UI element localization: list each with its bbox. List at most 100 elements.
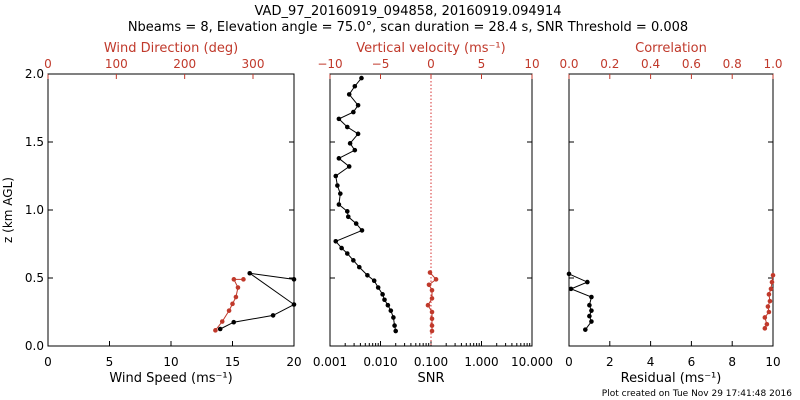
- snr-black-point: [351, 258, 356, 263]
- residual-black-point: [589, 294, 594, 300]
- figure-subtitle: Nbeams = 8, Elevation angle = 75.0°, sca…: [128, 20, 688, 35]
- wind-bottom-axis-label: Wind Speed (ms⁻¹): [109, 371, 232, 386]
- residual-top-tick-label: 0.4: [641, 57, 660, 71]
- residual-black-point: [589, 319, 594, 324]
- residual-top-tick-label: 1.0: [763, 57, 782, 71]
- snr-black-point: [336, 156, 342, 161]
- snr-red-series-line: [427, 272, 437, 332]
- residual-black-point: [585, 279, 590, 285]
- residual-bottom-tick-label: 8: [728, 355, 736, 369]
- wind-black-point: [231, 319, 237, 325]
- residual-red-series-line: [764, 275, 774, 329]
- residual-black-point: [568, 286, 574, 292]
- snr-black-point: [333, 173, 339, 179]
- snr-red-point: [429, 323, 435, 328]
- snr-red-point: [429, 296, 435, 301]
- wind-red-point: [226, 308, 232, 313]
- snr-black-point: [335, 183, 340, 188]
- wind-bottom-tick-label: 15: [225, 355, 240, 369]
- wind-bottom-tick-label: 20: [286, 355, 301, 369]
- wind-top-tick-label: 0: [44, 57, 52, 71]
- residual-top-tick-label: 0.2: [600, 57, 619, 71]
- snr-red-point: [429, 309, 435, 315]
- y-tick-label: 2.0: [25, 67, 44, 81]
- residual-red-point: [766, 309, 772, 315]
- y-tick-label: 1.5: [25, 135, 44, 149]
- wind-top-tick-label: 300: [242, 57, 265, 71]
- snr-black-point: [339, 245, 344, 251]
- snr-top-tick-label: −10: [317, 57, 342, 71]
- y-tick-label: 1.0: [25, 203, 44, 217]
- residual-red-point: [769, 279, 775, 285]
- snr-black-point: [359, 75, 364, 81]
- wind-bottom-tick-label: 10: [163, 355, 178, 369]
- snr-red-point: [426, 282, 432, 288]
- snr-black-point: [345, 214, 351, 220]
- residual-black-point: [589, 308, 594, 313]
- snr-black-point: [359, 228, 365, 233]
- snr-bottom-tick-label: 10.000: [511, 355, 553, 369]
- residual-red-point: [768, 286, 774, 292]
- snr-red-point: [427, 270, 433, 275]
- plot-credit: Plot created on Tue Nov 29 17:41:48 2016: [602, 389, 792, 399]
- snr-top-tick-label: 10: [524, 57, 539, 71]
- residual-bottom-tick-label: 6: [688, 355, 696, 369]
- snr-bottom-axis-label: SNR: [417, 371, 444, 386]
- wind-top-tick-label: 100: [105, 57, 128, 71]
- snr-black-series-line: [334, 77, 397, 332]
- snr-top-tick-label: 5: [478, 57, 486, 71]
- wind-red-point: [219, 319, 225, 324]
- snr-red-point: [429, 328, 435, 334]
- wind-black-point: [291, 277, 297, 282]
- snr-black-point: [352, 147, 358, 153]
- snr-black-point: [393, 328, 399, 334]
- snr-black-point: [344, 251, 350, 256]
- residual-black-point: [583, 327, 588, 332]
- residual-red-point: [762, 315, 768, 320]
- panel-wind-frame: [47, 73, 295, 347]
- snr-black-point: [385, 302, 391, 308]
- snr-bottom-tick-label: 0.100: [414, 355, 448, 369]
- snr-black-point: [346, 164, 352, 169]
- snr-bottom-tick-label: 1.000: [464, 355, 498, 369]
- wind-top-tick-label: 200: [173, 57, 196, 71]
- snr-black-point: [355, 102, 361, 108]
- snr-black-point: [365, 272, 370, 278]
- snr-red-point: [429, 287, 435, 293]
- residual-bottom-tick-label: 10: [765, 355, 780, 369]
- snr-bottom-tick-label: 0.001: [313, 355, 347, 369]
- residual-red-point: [767, 298, 773, 304]
- panel-snr: 0.001 0.010 0.100 1.000 10.000 SNR −10 −5 0 5 10 Ve…: [313, 41, 553, 386]
- wind-black-point: [291, 302, 297, 307]
- snr-black-point: [336, 116, 342, 122]
- residual-top-axis-label: Correlation: [635, 41, 707, 56]
- residual-black-point: [587, 313, 592, 319]
- snr-black-point: [346, 92, 352, 97]
- residual-bottom-tick-label: 0: [565, 355, 573, 369]
- snr-red-point: [425, 302, 431, 308]
- snr-black-point: [391, 315, 396, 320]
- panel-snr-marks: 0.001 0.010 0.100 1.000 10.000 SNR −10 −5 0 5 10 Ve…: [313, 41, 553, 386]
- snr-black-point: [392, 323, 397, 328]
- y-tick-label: 0.5: [25, 271, 44, 285]
- snr-black-point: [352, 83, 358, 89]
- snr-black-point: [347, 141, 353, 146]
- residual-top-tick-label: 0.8: [723, 57, 742, 71]
- snr-black-point: [355, 131, 361, 137]
- snr-black-point: [356, 264, 362, 270]
- residual-red-point: [770, 272, 776, 278]
- snr-top-tick-label: −5: [372, 57, 390, 71]
- snr-black-point: [333, 238, 339, 244]
- panel-residual-marks: 0 2 4 6 8 10 Residual (ms⁻¹) 0.0 0.2 0.4 0.6 0.8 1.0…: [559, 41, 782, 386]
- panel-wind: 0 5 10 15 20 Wind Speed (ms⁻¹) 0 100 200 300 Wind …: [1, 41, 302, 386]
- snr-bottom-tick-label: 0.010: [363, 355, 397, 369]
- residual-top-tick-label: 0.0: [559, 57, 578, 71]
- snr-black-point: [388, 308, 394, 313]
- residual-top-tick-label: 0.6: [682, 57, 701, 71]
- wind-black-point: [217, 326, 223, 332]
- residual-red-point: [766, 292, 772, 297]
- panel-residual-frame: [568, 73, 774, 347]
- residual-black-point: [566, 271, 572, 277]
- residual-bottom-tick-label: 4: [647, 355, 655, 369]
